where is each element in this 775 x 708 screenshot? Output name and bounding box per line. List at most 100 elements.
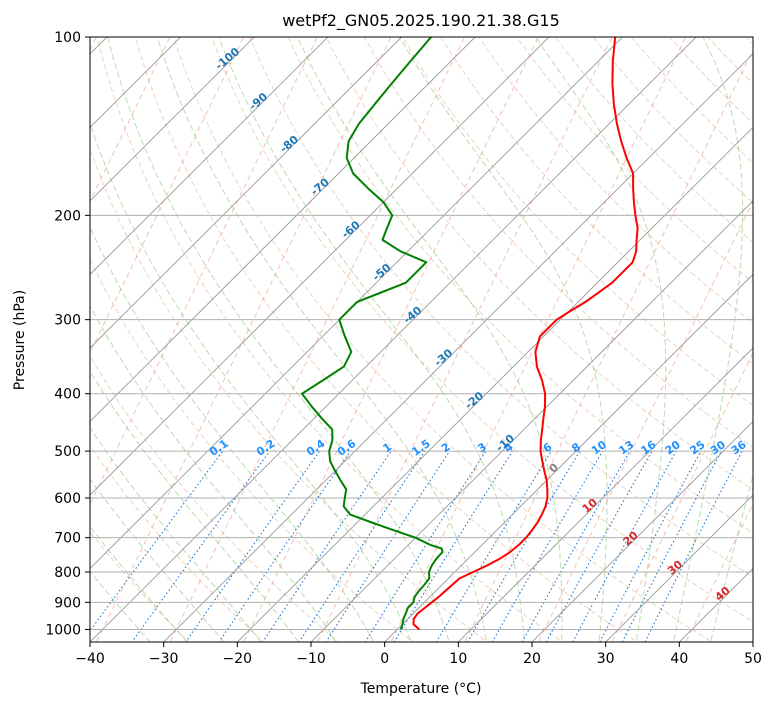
moist-adiabat-line bbox=[90, 426, 262, 642]
profile-line bbox=[412, 37, 639, 631]
mixing-ratio-line bbox=[599, 450, 702, 642]
isotherm-line bbox=[605, 494, 753, 642]
temperature-contour-line bbox=[169, 37, 466, 642]
y-axis: 1000 900 800 700 600 500 400 300 200 100 bbox=[45, 30, 90, 638]
moist-adiabat-line bbox=[90, 304, 337, 642]
dry-adiabat-line bbox=[134, 37, 639, 642]
mixing-ratio-line bbox=[325, 450, 451, 642]
x-tick-label: 40 bbox=[670, 651, 688, 667]
y-tick-label: 900 bbox=[54, 595, 81, 611]
plot-frame bbox=[89, 36, 754, 643]
mixing-ratio-line bbox=[218, 450, 351, 642]
profile-series bbox=[301, 37, 639, 631]
x-tick-label: 50 bbox=[744, 651, 762, 667]
moist-adiabat-line bbox=[218, 37, 525, 642]
isotherm-line bbox=[90, 37, 255, 202]
isotherm-line bbox=[90, 37, 403, 349]
temperature-contour-line bbox=[90, 37, 245, 354]
mixing-ratio-line bbox=[435, 450, 552, 642]
y-tick-label: 500 bbox=[54, 444, 81, 460]
temperature-contour-line bbox=[90, 37, 171, 203]
mixing-ratio-line bbox=[298, 450, 426, 642]
dry-adiabat-line bbox=[211, 37, 753, 623]
mixing-ratio-line bbox=[545, 450, 653, 642]
temperature-contour-line bbox=[464, 48, 753, 642]
dry-adiabat-line bbox=[478, 37, 753, 324]
dry-adiabat-line bbox=[90, 355, 339, 642]
isotherm-line bbox=[163, 53, 753, 642]
x-axis: −40 −30 −20 −10 0 10 20 30 40 50 bbox=[75, 642, 762, 667]
mixing-ratio-line bbox=[644, 450, 743, 642]
x-axis-title: Temperature (°C) bbox=[360, 681, 482, 697]
isotherm-line bbox=[90, 37, 624, 570]
dry-adiabat-line bbox=[592, 37, 753, 203]
temperature-contour-line bbox=[390, 37, 687, 642]
mixing-ratio-line bbox=[364, 450, 487, 642]
isotherm-line bbox=[236, 126, 753, 642]
moist-adiabat-line bbox=[534, 37, 667, 642]
y-tick-label: 100 bbox=[54, 30, 81, 46]
x-tick-label: −10 bbox=[296, 651, 326, 667]
isotherms bbox=[90, 37, 753, 642]
mixing-ratio-line bbox=[572, 450, 677, 642]
x-tick-label: 30 bbox=[597, 651, 615, 667]
moist-adiabat-line bbox=[673, 37, 744, 642]
mixing-ratio-line bbox=[185, 450, 321, 642]
y-tick-label: 200 bbox=[54, 208, 81, 224]
isobars bbox=[90, 37, 753, 630]
y-tick-label: 800 bbox=[54, 565, 81, 581]
dry-adiabat-line bbox=[402, 37, 753, 407]
mixing-ratio-line bbox=[393, 450, 513, 642]
moist-adiabat-line bbox=[399, 37, 608, 642]
dry-adiabats bbox=[90, 37, 753, 642]
isotherm-line bbox=[90, 37, 329, 276]
mixing-ratio-line bbox=[131, 450, 271, 642]
dry-adiabat-line bbox=[90, 147, 489, 642]
temperature-contour-line bbox=[95, 37, 392, 642]
mixing-ratio-line bbox=[521, 450, 631, 642]
y-tick-label: 400 bbox=[54, 387, 81, 403]
chart-title: wetPf2_GN05.2025.190.21.38.G15 bbox=[282, 11, 560, 31]
dry-adiabat-line bbox=[516, 37, 753, 284]
mixing-ratio-lines bbox=[90, 450, 743, 642]
y-tick-label: 600 bbox=[54, 491, 81, 507]
y-tick-label: 300 bbox=[54, 313, 81, 329]
temperature-contour-line bbox=[243, 37, 539, 642]
isotherm-line bbox=[457, 347, 753, 642]
x-tick-label: 0 bbox=[380, 651, 389, 667]
y-tick-label: 700 bbox=[54, 531, 81, 547]
moist-adiabat-line bbox=[90, 525, 188, 642]
moist-adiabat-line bbox=[90, 121, 412, 642]
plot-area: 0.1 0.2 0.4 0.6 1 1.5 2 3 4 6 8 10 13 16 20 25 30 36-100-… bbox=[90, 37, 753, 642]
y-axis-title: Pressure (hPa) bbox=[12, 290, 28, 390]
moist-adiabat-line bbox=[156, 37, 488, 642]
isotherm-line bbox=[531, 420, 753, 642]
moist-adiabat-line bbox=[90, 478, 225, 642]
mixing-ratio-line bbox=[621, 450, 722, 642]
x-tick-label: −20 bbox=[223, 651, 253, 667]
plot-area-background bbox=[90, 37, 753, 642]
y-tick-label: 1000 bbox=[45, 622, 81, 638]
dry-adiabat-line bbox=[287, 37, 753, 534]
dry-adiabat-line bbox=[325, 37, 753, 491]
dry-adiabat-line bbox=[630, 37, 753, 164]
mixing-ratio-line bbox=[90, 450, 224, 632]
isotherm-line bbox=[310, 200, 753, 642]
x-tick-label: 20 bbox=[523, 651, 541, 667]
dry-adiabat-line bbox=[440, 37, 753, 365]
profile-line bbox=[301, 37, 444, 630]
x-tick-label: −30 bbox=[149, 651, 179, 667]
dry-adiabat-line bbox=[96, 37, 564, 642]
temperature-contour-line bbox=[316, 37, 613, 642]
isotherm-line bbox=[384, 273, 753, 642]
temperature-contour-line bbox=[90, 37, 318, 506]
x-tick-label: −40 bbox=[75, 651, 105, 667]
dry-adiabat-line bbox=[90, 445, 265, 642]
dry-adiabat-line bbox=[90, 257, 414, 642]
moist-adiabat-line bbox=[90, 225, 375, 642]
isotherm-line bbox=[90, 37, 550, 496]
x-tick-label: 10 bbox=[449, 651, 467, 667]
isotherm-line bbox=[90, 37, 697, 642]
isotherm-line bbox=[90, 37, 476, 423]
